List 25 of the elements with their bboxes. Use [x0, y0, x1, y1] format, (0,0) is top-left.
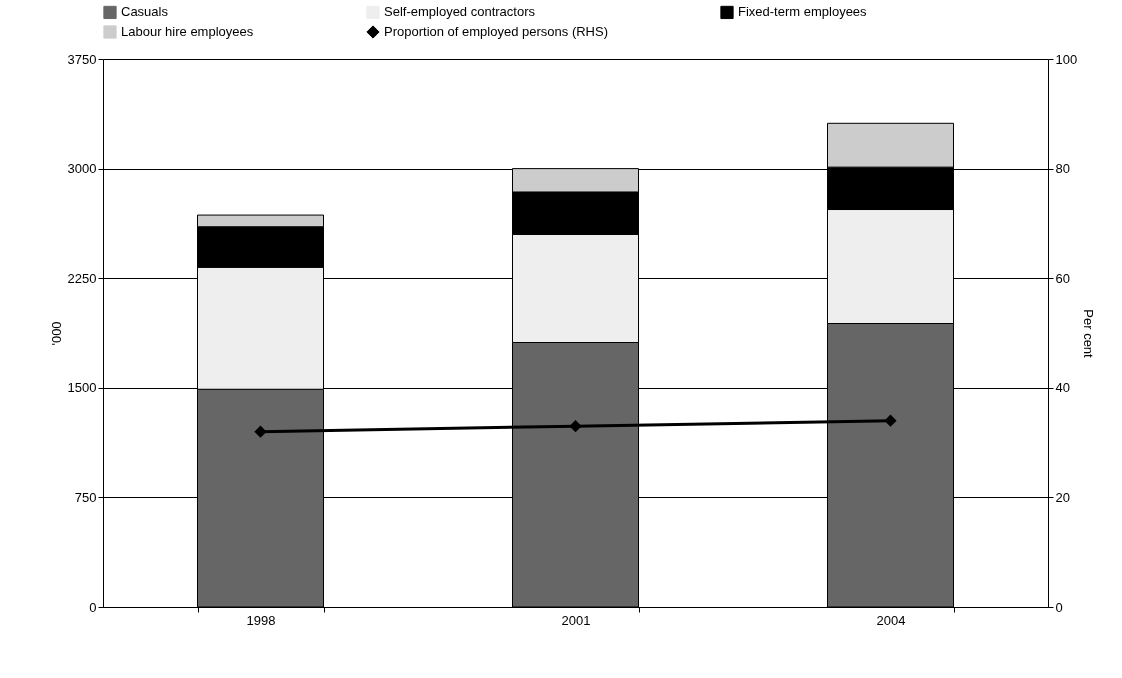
y-tick-label: 0 — [89, 599, 97, 615]
point — [884, 414, 897, 427]
y2-tick-label: 100 — [1055, 51, 1078, 67]
y2-tick-label: 60 — [1055, 270, 1070, 286]
x-tick-label: 2001 — [561, 612, 591, 628]
legend-label: Self-employed contractors — [384, 4, 536, 20]
legend-label: Labour hire employees — [121, 24, 254, 39]
y-tick-label: 3000 — [67, 161, 97, 177]
legend-label: Proportion of employed persons (RHS) — [384, 24, 608, 39]
y-tick-label: 3750 — [67, 51, 97, 67]
y2-tick-label: 40 — [1055, 380, 1070, 396]
legend-label: Fixed-term employees — [738, 4, 868, 20]
y2-tick-label: 0 — [1055, 599, 1063, 615]
y-tick-label: 1500 — [67, 380, 97, 396]
y2-tick-label: 80 — [1055, 161, 1070, 177]
y-tick-label: 2250 — [67, 270, 97, 286]
point — [569, 420, 582, 433]
point — [254, 425, 267, 438]
y2-tick-label: 20 — [1055, 489, 1070, 505]
x-tick-label: 2004 — [876, 612, 906, 628]
legend-label: Casuals — [121, 4, 169, 20]
y2-axis-title: Per cent — [1081, 309, 1097, 359]
x-tick-label: 1998 — [246, 612, 276, 628]
y-axis-title: '000 — [48, 321, 64, 346]
y-tick-label: 750 — [74, 489, 97, 505]
